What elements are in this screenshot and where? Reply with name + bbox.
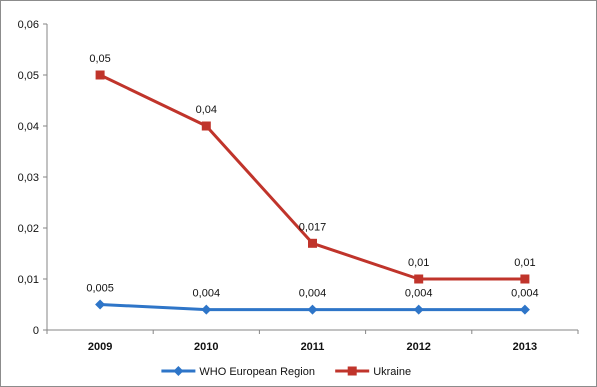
x-tick-label: 2012: [406, 341, 430, 353]
series-line-1: [99, 73, 525, 281]
y-tick-label: 0,04: [18, 121, 39, 133]
data-label: 0,01: [408, 257, 429, 269]
y-tick-label: 0,01: [18, 274, 39, 286]
data-point: [95, 299, 106, 310]
data-point: [519, 304, 530, 315]
data-label: 0,017: [299, 221, 327, 233]
data-label: 0,05: [89, 53, 110, 65]
x-tick-label: 2009: [88, 341, 112, 353]
data-label: 0,01: [514, 257, 535, 269]
data-point: [520, 274, 530, 284]
legend-label: WHO European Region: [199, 366, 315, 378]
data-label: 0,004: [299, 288, 327, 300]
x-tick-label: 2011: [301, 341, 325, 353]
legend-marker: [347, 366, 357, 376]
y-tick-label: 0,03: [18, 172, 39, 184]
data-label: 0,04: [196, 104, 217, 116]
legend-label: Ukraine: [373, 366, 411, 378]
data-point: [307, 304, 318, 315]
data-point: [201, 304, 212, 315]
y-tick-label: 0,05: [18, 70, 39, 82]
y-tick-label: 0: [33, 325, 39, 337]
data-point: [308, 238, 317, 248]
data-label: 0,004: [405, 288, 433, 300]
legend-marker: [173, 366, 184, 376]
x-tick-label: 2010: [194, 341, 218, 353]
data-label: 0,004: [193, 288, 221, 300]
data-point: [414, 274, 424, 284]
y-tick-label: 0,02: [18, 223, 39, 235]
data-point: [413, 304, 424, 315]
data-point: [201, 121, 211, 131]
data-label: 0,004: [511, 288, 539, 300]
data-point: [95, 70, 105, 80]
y-tick-label: 0,06: [18, 19, 39, 31]
x-tick-label: 2013: [513, 341, 537, 353]
data-label: 0,005: [86, 283, 114, 295]
